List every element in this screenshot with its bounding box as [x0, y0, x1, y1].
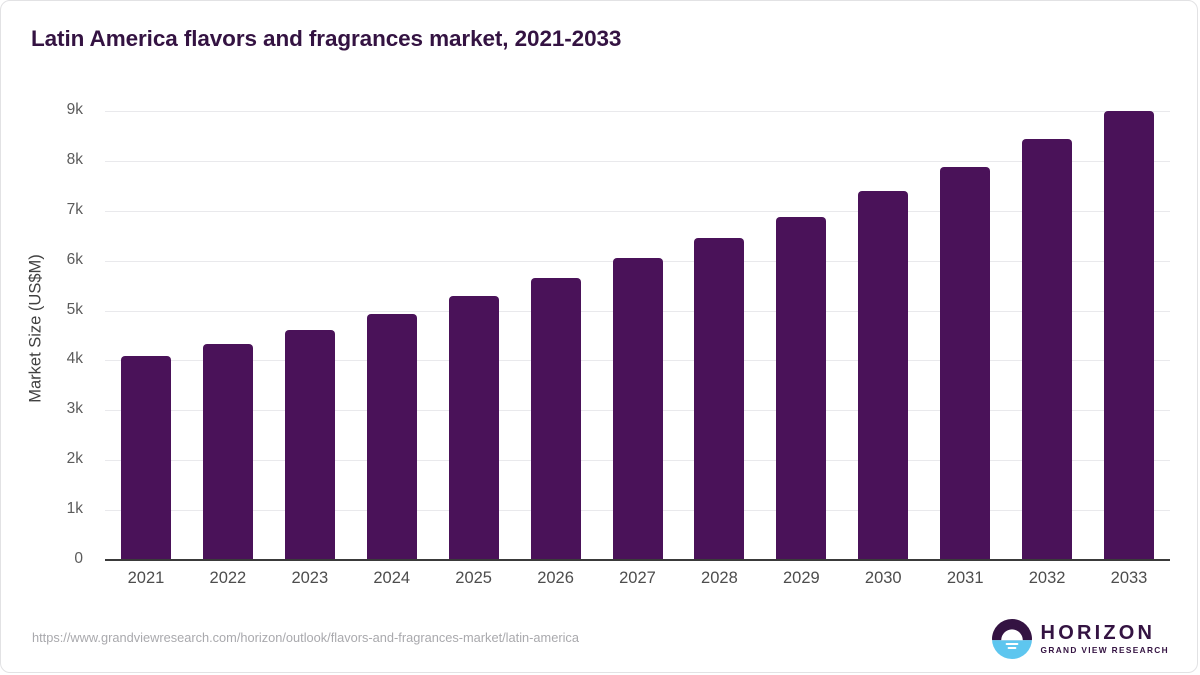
x-tick-label-2028: 2028: [701, 569, 738, 587]
logo-tagline: GRAND VIEW RESEARCH: [1040, 645, 1169, 656]
gridline: [105, 210, 1170, 212]
bar-2031[interactable]: [940, 167, 991, 560]
y-tick-label: 3k: [66, 400, 83, 418]
x-tick-label-2031: 2031: [946, 569, 984, 587]
page-title: Latin America flavors and fragrances mar…: [31, 26, 622, 51]
x-tick-label-2022: 2022: [209, 569, 247, 587]
bar-2025[interactable]: [448, 296, 499, 560]
plot-area: [105, 110, 1170, 560]
logo-wordmark: HORIZON: [1040, 622, 1156, 645]
y-tick-label: 2k: [66, 450, 83, 468]
bar-2023[interactable]: [284, 329, 335, 560]
x-tick-label-2032: 2032: [1028, 569, 1066, 587]
y-tick-label: 8k: [66, 150, 83, 168]
source-url[interactable]: https://www.grandviewresearch.com/horizo…: [32, 630, 579, 645]
y-tick-label: 7k: [66, 200, 83, 218]
bar-2022[interactable]: [202, 343, 253, 560]
bar-2026[interactable]: [530, 278, 581, 560]
x-tick-label-2030: 2030: [864, 569, 902, 587]
x-tick-label-2026: 2026: [537, 569, 574, 587]
bar-2030[interactable]: [858, 191, 909, 560]
y-tick-label: 5k: [66, 300, 83, 318]
y-tick-label: 9k: [66, 101, 83, 118]
y-tick-label: 1k: [66, 500, 83, 518]
bar-2024[interactable]: [366, 313, 417, 560]
y-tick-label: 0: [74, 550, 83, 567]
x-tick-label-2027: 2027: [619, 569, 656, 587]
x-tick-label-2033: 2033: [1110, 569, 1148, 587]
horizon-logo: HORIZON GRAND VIEW RESEARCH: [991, 619, 1169, 659]
x-tick-label-2029: 2029: [782, 569, 820, 587]
x-tick-label-2023: 2023: [291, 569, 329, 587]
bar-2021[interactable]: [120, 356, 171, 560]
x-axis-line: [105, 559, 1170, 561]
bar-2032[interactable]: [1022, 139, 1073, 560]
bar-2028[interactable]: [694, 238, 745, 560]
x-tick-label-2021: 2021: [127, 569, 165, 587]
x-tick-label-2025: 2025: [455, 569, 492, 587]
y-tick-label: 4k: [66, 350, 83, 368]
horizon-logo-icon: [991, 619, 1032, 659]
y-tick-label: 6k: [66, 250, 83, 268]
y-axis-ticks: 0 1k 2k 3k 4k 5k 6k 7k 8k 9k: [1, 1, 93, 672]
x-tick-label-2024: 2024: [373, 569, 411, 587]
gridline: [105, 160, 1170, 162]
bar-2029[interactable]: [776, 216, 827, 560]
bar-2033[interactable]: [1104, 110, 1155, 560]
bar-2027[interactable]: [612, 258, 663, 560]
horizon-logo-text: HORIZON GRAND VIEW RESEARCH: [1041, 623, 1169, 654]
gridline: [105, 111, 1170, 112]
